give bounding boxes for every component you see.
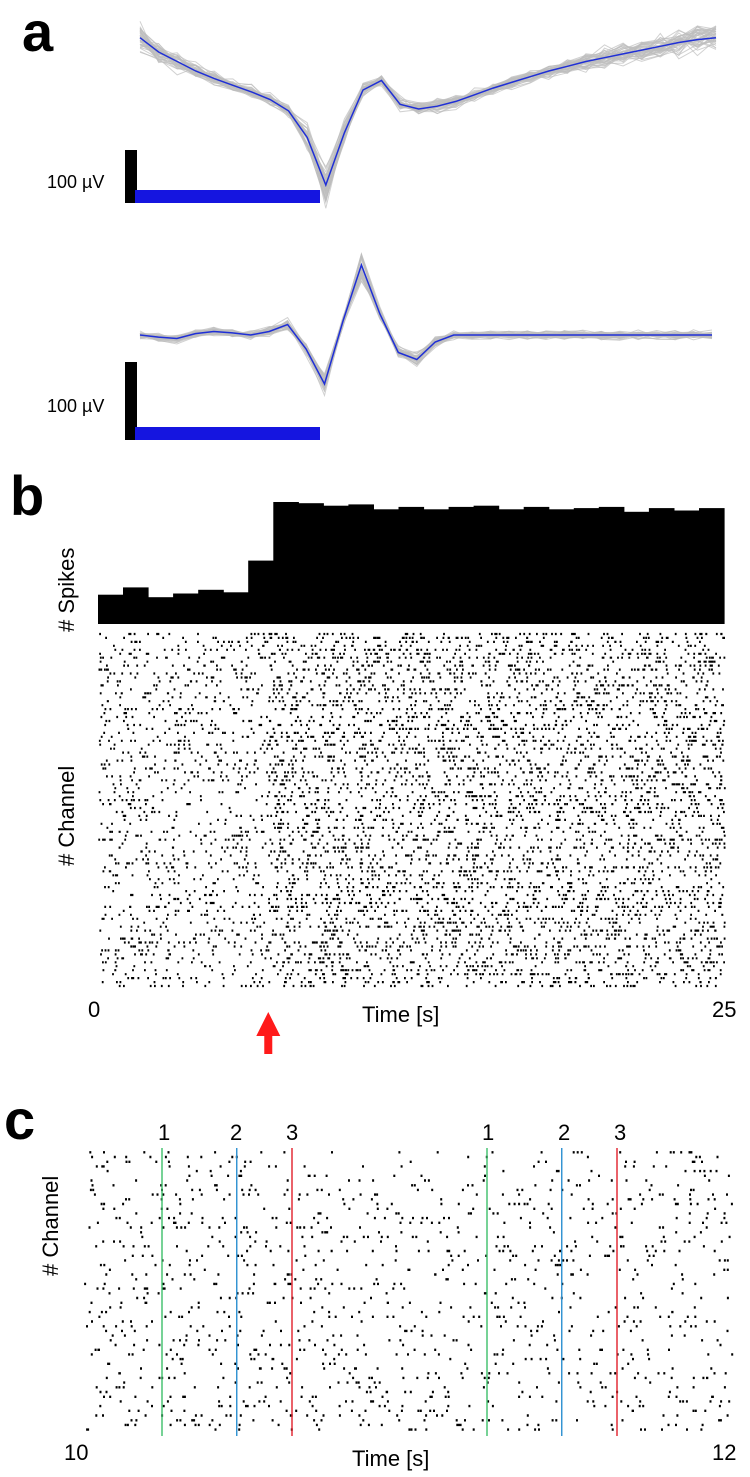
waveform-sample-trace [139, 271, 713, 384]
raster-zoom-plot [84, 1148, 734, 1436]
histogram-bar [699, 508, 725, 624]
histogram-bar [573, 508, 600, 624]
waveform-sample-trace [139, 270, 713, 377]
waveform-sample-trace [139, 264, 713, 378]
histogram-bar [473, 505, 500, 624]
waveform-sample-trace [139, 272, 713, 381]
panel-label-a: a [22, 0, 54, 63]
scale-bar-time [135, 427, 320, 440]
histogram-bar [273, 502, 299, 624]
waveform-sample-trace [139, 267, 713, 383]
event-label: 2 [558, 1120, 571, 1145]
waveform-sample-trace [139, 253, 713, 383]
waveform-sample-trace [139, 252, 713, 390]
raster-b-ylabel: # Channel [54, 765, 79, 866]
raster-c-ylabel: # Channel [38, 1175, 63, 1276]
waveform-sample-trace [139, 256, 713, 377]
histogram-bar [198, 589, 224, 624]
waveform-sample-trace [139, 252, 713, 393]
raster-b-xtick-start: 0 [88, 997, 101, 1022]
raster-c-xlabel: Time [s] [352, 1446, 430, 1471]
waveform-sample-trace [139, 30, 717, 204]
waveform-sample-trace [139, 277, 713, 377]
histogram-bar [173, 593, 199, 624]
waveform-sample-trace [139, 21, 717, 168]
scale-label-bottom: 100 µV [47, 396, 105, 416]
event-label: 3 [614, 1120, 627, 1145]
waveform-sample-trace [139, 274, 713, 382]
event-label: 1 [482, 1120, 495, 1145]
waveform-bottom-plot [125, 252, 713, 440]
waveform-sample-trace [139, 34, 717, 194]
histogram-bar [348, 504, 374, 624]
waveform-sample-trace [140, 29, 716, 180]
scale-bar-voltage [125, 362, 137, 440]
histogram-bar [148, 597, 174, 624]
waveform-sample-trace [139, 261, 713, 385]
histogram-bar [223, 592, 249, 624]
histogram-bar [498, 509, 525, 624]
waveform-sample-trace [139, 265, 713, 379]
scale-bar-voltage [125, 150, 137, 203]
panel-label-c: c [4, 1088, 36, 1151]
histogram-bar [398, 506, 425, 624]
panel-label-b: b [10, 464, 45, 527]
waveform-sample-trace [139, 268, 713, 387]
waveform-sample-trace [139, 269, 713, 379]
spike-histogram-plot [98, 502, 725, 624]
waveform-mean-trace [139, 36, 717, 188]
histogram-bar [598, 506, 625, 624]
waveform-sample-trace [139, 36, 717, 202]
histogram-bar [523, 506, 550, 624]
waveform-sample-trace [139, 252, 713, 386]
histogram-bar [423, 509, 450, 624]
waveform-sample-trace [139, 269, 713, 375]
waveform-sample-trace [139, 254, 713, 377]
waveform-sample-trace [139, 270, 713, 382]
histogram-bar [323, 505, 349, 624]
raster-c-xtick-start: 10 [64, 1440, 89, 1465]
waveform-sample-trace [139, 265, 713, 387]
waveform-top-plot [125, 21, 717, 209]
histogram-bar [648, 508, 675, 624]
histogram-bar [123, 587, 149, 624]
raster-b-xlabel: Time [s] [362, 1002, 440, 1027]
scale-label-top: 100 µV [47, 172, 105, 192]
hist-ylabel: # Spikes [54, 547, 79, 632]
waveform-sample-trace [139, 267, 713, 390]
histogram-bar [673, 510, 700, 624]
event-label: 2 [230, 1120, 243, 1145]
waveform-sample-trace [139, 279, 713, 378]
stimulus-arrow-shaft [264, 1034, 273, 1054]
waveform-sample-trace [139, 264, 713, 379]
raster-c-xtick-end: 12 [712, 1440, 737, 1465]
stimulus-arrow-head [256, 1012, 281, 1036]
event-label: 3 [286, 1120, 299, 1145]
waveform-sample-trace [139, 263, 713, 380]
waveform-sample-trace [139, 262, 713, 386]
waveform-sample-trace [140, 265, 713, 385]
scale-bar-time [135, 190, 320, 203]
waveform-mean-trace [139, 262, 712, 386]
histogram-bar [448, 506, 475, 624]
histogram-bar [373, 509, 399, 624]
waveform-sample-trace [139, 269, 713, 393]
event-label: 1 [158, 1120, 171, 1145]
histogram-bar [298, 503, 324, 624]
waveform-sample-trace [139, 258, 713, 381]
histogram-bar [548, 509, 575, 624]
waveform-sample-trace [139, 31, 717, 185]
histogram-bar [623, 511, 650, 624]
raster-long-plot [98, 632, 726, 1054]
waveform-sample-trace [139, 271, 713, 385]
raster-b-xtick-end: 25 [712, 997, 737, 1022]
waveform-sample-trace [139, 268, 713, 388]
histogram-bar [98, 594, 124, 624]
waveform-sample-trace [139, 269, 713, 388]
waveform-sample-trace [139, 35, 717, 197]
waveform-sample-trace [139, 271, 713, 383]
waveform-sample-trace [139, 255, 713, 384]
histogram-bar [248, 560, 274, 624]
